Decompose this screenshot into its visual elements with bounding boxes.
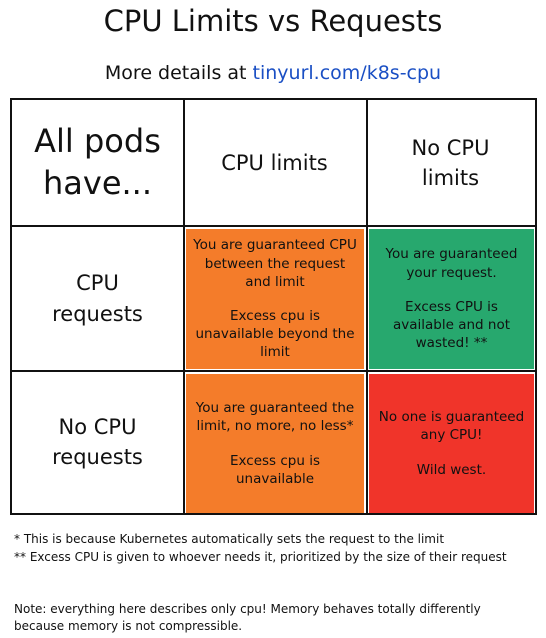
cell-text: Wild west. [416, 461, 487, 478]
header-cell: No CPU limits [366, 100, 535, 226]
green-cell: You are guaranteed your request. Excess … [369, 229, 534, 369]
row-header-cell: No CPU requests [12, 371, 183, 513]
column-header: CPU limits [221, 150, 328, 175]
cell-text: You are guaranteed your request. [385, 246, 518, 281]
subtitle: More details at tinyurl.com/k8s-cpu [0, 62, 546, 84]
corner-cell: All pods have... [12, 100, 183, 226]
subtitle-text: More details at [104, 62, 247, 84]
orange-cell: You are guaranteed CPU between the reque… [186, 229, 364, 369]
row-header: CPU requests [52, 271, 143, 326]
footnote: ** Excess CPU is given to whoever needs … [14, 550, 507, 564]
orange-cell: You are guaranteed the limit, no more, n… [186, 374, 364, 513]
grid-line [183, 100, 185, 513]
cell-text: Excess CPU is available and not wasted! … [392, 298, 511, 352]
note: Note: everything here describes only cpu… [14, 602, 481, 633]
footnote: * This is because Kubernetes automatical… [14, 532, 445, 546]
column-header: No CPU limits [411, 135, 490, 190]
corner-text: All pods have... [34, 122, 161, 202]
cell-text: You are guaranteed CPU between the reque… [193, 237, 357, 290]
row-header: No CPU requests [52, 414, 143, 469]
row-header-cell: CPU requests [12, 226, 183, 371]
table: All pods have... CPU limits No CPU limit… [10, 98, 537, 515]
header-cell: CPU limits [183, 100, 366, 226]
cell-text: No one is guaranteed any CPU! [378, 409, 525, 444]
cell-text: You are guaranteed the limit, no more, n… [195, 400, 355, 435]
cell-text: Excess cpu is unavailable [230, 452, 320, 487]
link[interactable]: tinyurl.com/k8s-cpu [252, 62, 442, 84]
red-cell: No one is guaranteed any CPU! Wild west. [369, 374, 534, 513]
grid-line [12, 370, 535, 372]
title: CPU Limits vs Requests [103, 4, 443, 38]
cell-text: Excess cpu is unavailable beyond the lim… [195, 308, 355, 361]
grid-line [12, 225, 535, 227]
grid-line [366, 100, 368, 513]
